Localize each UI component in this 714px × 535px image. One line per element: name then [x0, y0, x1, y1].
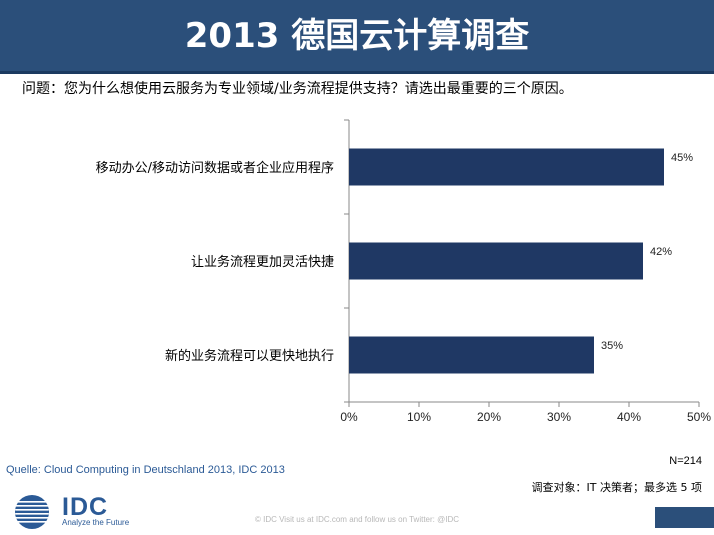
chart-bars — [349, 148, 664, 374]
idc-logo: IDC Analyze the Future — [12, 493, 152, 531]
x-tick-label: 20% — [477, 410, 501, 424]
category-label: 移动办公/移动访问数据或者企业应用程序 — [96, 160, 334, 176]
globe-icon — [15, 495, 49, 529]
data-label: 45% — [671, 152, 693, 164]
data-label: 42% — [650, 246, 672, 258]
x-tick-label: 30% — [547, 410, 571, 424]
sample-size: N=214 — [669, 455, 702, 467]
bar — [349, 148, 664, 186]
respondents-note: 调查对象：IT 决策者；最多选 5 项 — [531, 481, 702, 494]
x-tick-label: 50% — [687, 410, 711, 424]
chart-labels: 45% 移动办公/移动访问数据或者企业应用程序 42% 让业务流程更加灵活快捷 35% 新… — [96, 152, 694, 364]
source-note: Quelle: Cloud Computing in Deutschland 2… — [6, 464, 285, 476]
title-underline — [0, 71, 714, 74]
bar — [349, 336, 594, 374]
page-title: 2013 德国云计算调查 — [184, 16, 530, 56]
chart-axes: 0% 10% 20% 30% 40% 50% — [340, 119, 711, 424]
logo-name: IDC — [62, 493, 109, 521]
data-label: 35% — [601, 340, 623, 352]
corner-accent — [655, 507, 714, 528]
category-label: 让业务流程更加灵活快捷 — [191, 254, 334, 270]
question-text: 问题：您为什么想使用云服务为专业领域/业务流程提供支持？请选出最重要的三个原因。 — [22, 81, 573, 97]
x-tick-label: 10% — [407, 410, 431, 424]
category-label: 新的业务流程可以更快地执行 — [165, 348, 334, 364]
footer-note: © IDC Visit us at IDC.com and follow us … — [254, 515, 459, 524]
x-tick-label: 40% — [617, 410, 641, 424]
bar — [349, 242, 643, 280]
logo-tagline: Analyze the Future — [62, 518, 130, 527]
title-bar: 2013 德国云计算调查 — [0, 0, 714, 74]
x-tick-label: 0% — [340, 410, 358, 424]
